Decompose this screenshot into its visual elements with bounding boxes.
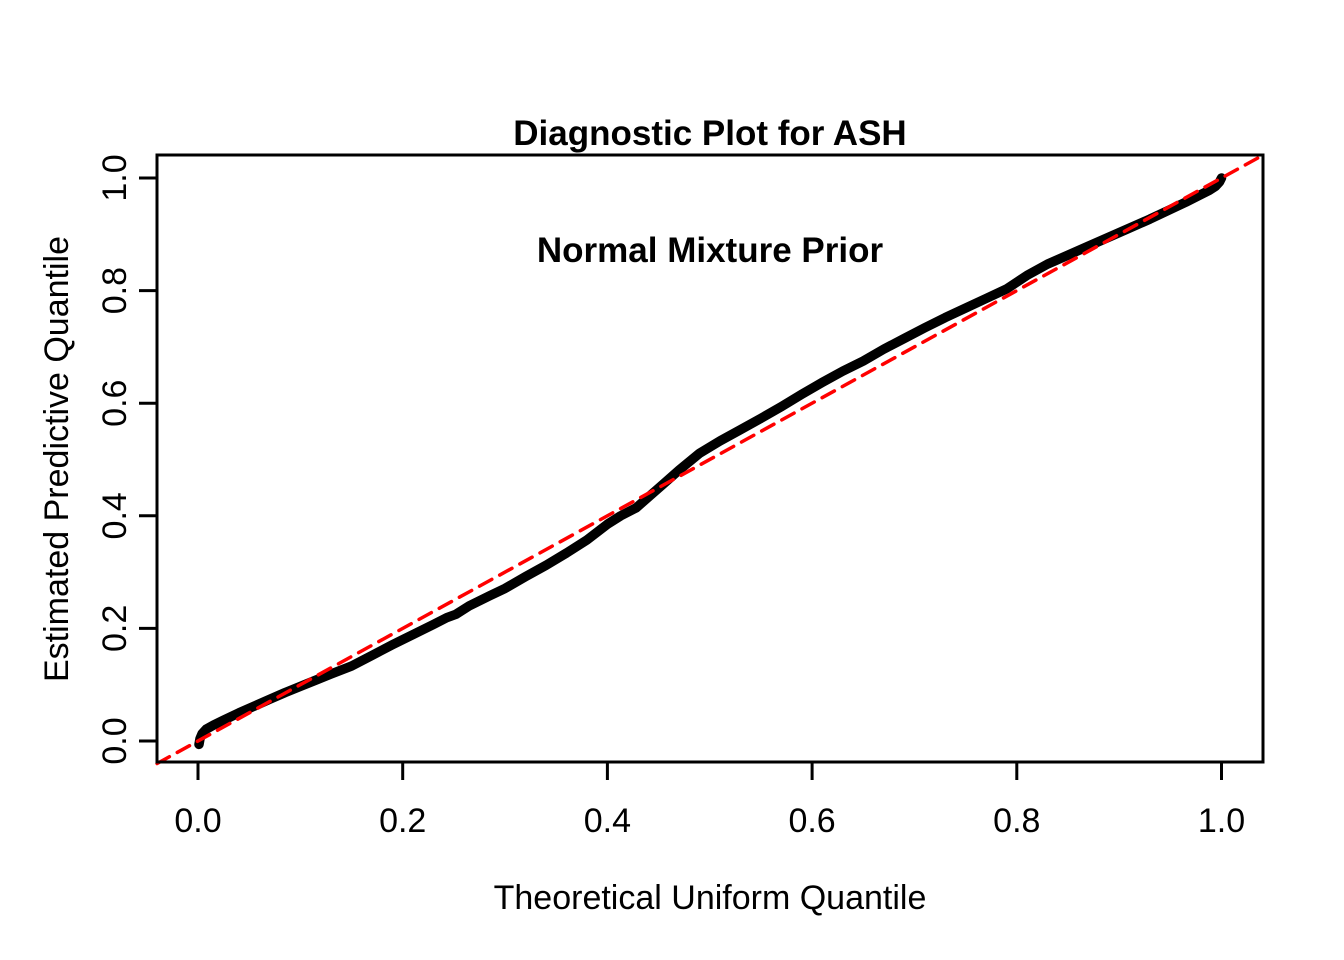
y-tick-label: 1.0 bbox=[96, 154, 134, 201]
x-tick-label: 0.4 bbox=[584, 802, 631, 840]
reference-line bbox=[155, 153, 1265, 766]
x-tick-label: 0.2 bbox=[379, 802, 426, 840]
x-tick-label: 0.6 bbox=[788, 802, 835, 840]
chart-title-line-1: Diagnostic Plot for ASH bbox=[513, 114, 907, 153]
plot-box bbox=[155, 153, 1265, 764]
x-axis-title: Theoretical Uniform Quantile bbox=[493, 879, 927, 917]
y-tick-label: 0.0 bbox=[96, 717, 134, 764]
y-tick-label: 0.2 bbox=[96, 605, 134, 652]
y-tick-label: 0.8 bbox=[96, 267, 134, 314]
x-tick-label: 0.0 bbox=[174, 802, 221, 840]
chart-title-line-2: Normal Mixture Prior bbox=[536, 231, 884, 270]
chart-title: Diagnostic Plot for ASH Normal Mixture P… bbox=[157, 36, 1263, 348]
x-tick-label: 0.8 bbox=[993, 802, 1040, 840]
y-tick-label: 0.6 bbox=[96, 380, 134, 427]
y-axis-title: Estimated Predictive Quantile bbox=[38, 236, 76, 682]
y-tick-label: 0.4 bbox=[96, 492, 134, 539]
x-tick-label: 1.0 bbox=[1198, 802, 1245, 840]
